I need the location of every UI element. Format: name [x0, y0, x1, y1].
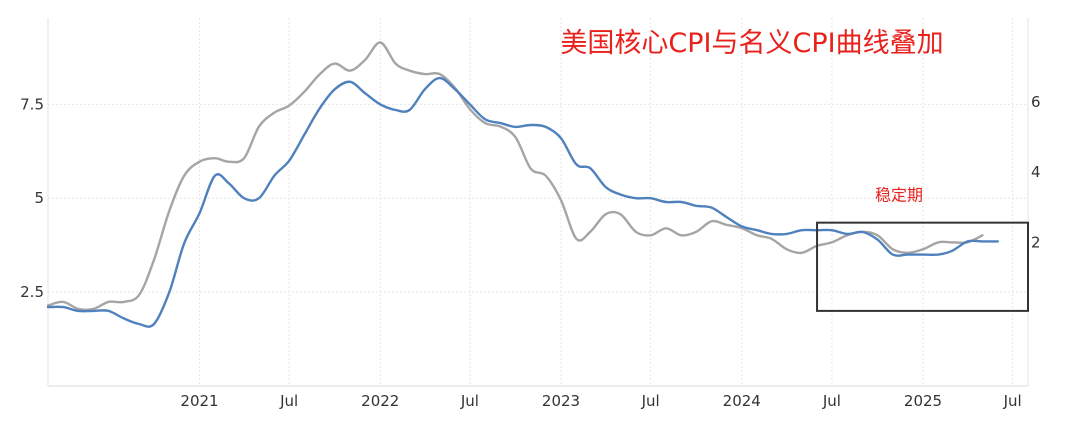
left-y-tick-label: 2.5 [20, 283, 44, 301]
stable-period-label: 稳定期 [875, 186, 923, 205]
chart-title: 美国核心CPI与名义CPI曲线叠加 [560, 28, 943, 59]
left-y-tick-label: 5 [34, 189, 44, 207]
x-tick-label: Jul [641, 392, 660, 410]
left-y-tick-label: 7.5 [20, 95, 44, 113]
stable-period-box [816, 221, 1030, 312]
x-tick-label: 2021 [180, 392, 218, 410]
series-line-left-axis [46, 76, 999, 328]
right-y-axis: 2 4 6 [1031, 93, 1041, 251]
x-tick-label: Jul [822, 392, 841, 410]
right-y-tick-label: 4 [1031, 163, 1041, 181]
x-tick-label: 2023 [542, 392, 580, 410]
right-y-tick-label: 6 [1031, 93, 1041, 111]
series-line-right-axis [46, 41, 984, 311]
right-y-tick-label: 2 [1031, 233, 1041, 251]
x-tick-label: Jul [1003, 392, 1022, 410]
series-lines [46, 41, 999, 328]
left-y-axis: 2.5 5 7.5 [20, 95, 44, 301]
x-tick-label: 2025 [904, 392, 942, 410]
annotation: 稳定期 [816, 186, 1030, 312]
x-tick-label: 2022 [361, 392, 399, 410]
x-tick-label: Jul [279, 392, 298, 410]
x-tick-label: Jul [460, 392, 479, 410]
x-axis: 2021 Jul 2022 Jul 2023 Jul 2024 Jul 2025 Jul [180, 392, 1021, 410]
x-tick-label: 2024 [723, 392, 761, 410]
